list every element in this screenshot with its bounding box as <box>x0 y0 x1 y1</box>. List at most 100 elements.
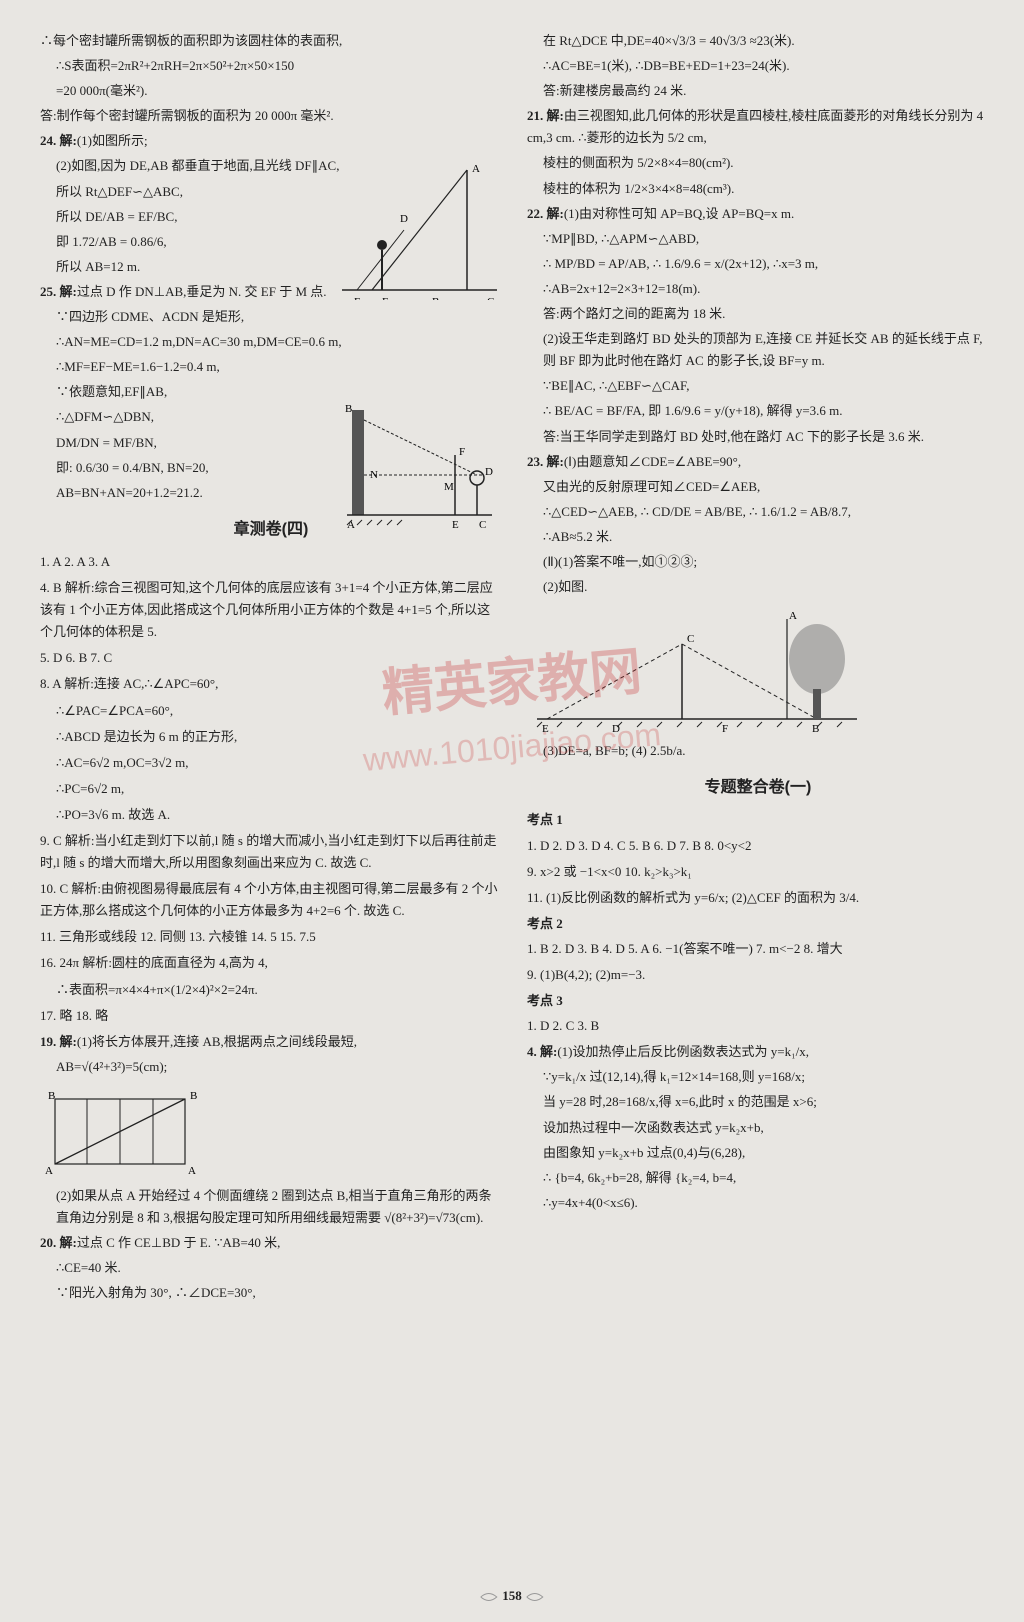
left-prelude-2: =20 000π(毫米²). <box>40 80 502 102</box>
q22-line-6: ∵BE∥AC, ∴△EBF∽△CAF, <box>527 375 989 397</box>
ans-g1-11: 11. 三角形或线段 12. 同侧 13. 六棱锥 14. 5 15. 7.5 <box>40 926 502 948</box>
q22-line-1: ∵MP∥BD, ∴△APM∽△ABD, <box>527 228 989 250</box>
rq4-label: 4. 解:(1)设加热停止后反比例函数表达式为 y=k₁/x, <box>527 1041 989 1063</box>
svg-text:E: E <box>354 296 361 300</box>
svg-text:B: B <box>812 723 819 734</box>
svg-text:N: N <box>370 469 378 481</box>
ans-g1-6: ∴AC=6√2 m,OC=3√2 m, <box>40 752 502 774</box>
svg-text:F: F <box>459 446 465 458</box>
q23-label: 23. 解:(Ⅰ)由题意知∠CDE=∠ABE=90°, <box>527 451 989 473</box>
q21-line-2: 棱柱的体积为 1/2×3×4×8=48(cm³). <box>527 178 989 200</box>
svg-text:A: A <box>789 610 797 622</box>
page-content: ∴每个密封罐所需钢板的面积即为该圆柱体的表面积, ∴S表面积=2πR²+2πRH… <box>0 0 1024 1572</box>
svg-text:C: C <box>687 633 694 645</box>
svg-text:A: A <box>188 1165 196 1177</box>
ans-g1-13: ∴表面积=π×4×4+π×(1/2×4)²×2=24π. <box>40 979 502 1001</box>
svg-text:B: B <box>345 403 352 415</box>
q23-line-4: (Ⅱ)(1)答案不唯一,如①②③; <box>527 551 989 573</box>
ans-g1-14: 17. 略 18. 略 <box>40 1005 502 1027</box>
q23-line-2: ∴△CED∽△AEB, ∴ CD/DE = AB/BE, ∴ 1.6/1.2 =… <box>527 501 989 523</box>
svg-text:F: F <box>722 723 728 734</box>
ans-g1-2: 5. D 6. B 7. C <box>40 647 502 669</box>
point1-label: 考点 1 <box>527 809 989 831</box>
ans-g1-3: 8. A 解析:连接 AC,∴∠APC=60°, <box>40 673 502 695</box>
p2-1: 9. (1)B(4,2); (2)m=−3. <box>527 964 989 986</box>
svg-text:D: D <box>400 213 408 225</box>
q25-line-2: ∴AN=ME=CD=1.2 m,DN=AC=30 m,DM=CE=0.6 m, <box>40 331 502 353</box>
topic-title: 专题整合卷(一) <box>527 774 989 801</box>
p1-2: 11. (1)反比例函数的解析式为 y=6/x; (2)△CEF 的面积为 3/… <box>527 887 989 909</box>
svg-text:C: C <box>479 519 486 530</box>
left-prelude-0: ∴每个密封罐所需钢板的面积即为该圆柱体的表面积, <box>40 30 502 52</box>
left-prelude-1: ∴S表面积=2πR²+2πRH=2π×50²+2π×50×150 <box>40 55 502 77</box>
ans-g1-1: 4. B 解析:综合三视图可知,这个几何体的底层应该有 3+1=4 个小正方体,… <box>40 577 502 643</box>
ans-g1-9: 9. C 解析:当小红走到灯下以前,l 随 s 的增大而减小,当小红走到灯下以后… <box>40 830 502 874</box>
page-ornament-right <box>525 1588 545 1606</box>
rq4-line-1: ∵y=k₁/x 过(12,14),得 k₁=12×14=168,则 y=168/… <box>527 1066 989 1088</box>
svg-text:F: F <box>382 296 388 300</box>
svg-text:B: B <box>432 296 439 300</box>
svg-text:E: E <box>542 723 549 734</box>
q19-line-1: AB=√(4²+3²)=5(cm); <box>40 1056 502 1078</box>
q21-label: 21. 解:由三视图知,此几何体的形状是直四棱柱,棱柱底面菱形的对角线长分别为 … <box>527 105 989 149</box>
q23-line-5: (2)如图. <box>527 576 989 598</box>
q20-line-2: ∵阳光入射角为 30°, ∴∠DCE=30°, <box>40 1282 502 1304</box>
svg-text:B: B <box>190 1090 197 1102</box>
q22-line-4: 答:两个路灯之间的距离为 18 米. <box>527 303 989 325</box>
svg-text:A: A <box>472 163 480 175</box>
ans-g1-5: ∴ABCD 是边长为 6 m 的正方形, <box>40 726 502 748</box>
q22-line-7: ∴ BE/AC = BF/FA, 即 1.6/9.6 = y/(y+18), 解… <box>527 400 989 422</box>
p2-0: 1. B 2. D 3. B 4. D 5. A 6. −1(答案不唯一) 7.… <box>527 938 989 960</box>
q22-line-3: ∴AB=2x+12=2×3+12=18(m). <box>527 278 989 300</box>
ans-g1-4: ∴∠PAC=∠PCA=60°, <box>40 700 502 722</box>
svg-text:D: D <box>485 466 493 478</box>
q19-label: 19. 解:(1)将长方体展开,连接 AB,根据两点之间线段最短, <box>40 1031 502 1053</box>
rq4-line-2: 当 y=28 时,28=168/x,得 x=6,此时 x 的范围是 x>6; <box>527 1091 989 1113</box>
ans-g1-10: 10. C 解析:由俯视图易得最底层有 4 个小方体,由主视图可得,第二层最多有… <box>40 878 502 922</box>
q21-line-1: 棱柱的侧面积为 5/2×8×4=80(cm²). <box>527 152 989 174</box>
q20-line-1: ∴CE=40 米. <box>40 1257 502 1279</box>
q23-line-6: (3)DE=a, BF=b; (4) 2.5b/a. <box>527 740 989 762</box>
q22-label: 22. 解:(1)由对称性可知 AP=BQ,设 AP=BQ=x m. <box>527 203 989 225</box>
q24-label: 24. 解:(1)如图所示; <box>40 130 502 152</box>
ans-g1-7: ∴PC=6√2 m, <box>40 778 502 800</box>
point2-label: 考点 2 <box>527 913 989 935</box>
left-prelude-3: 答:制作每个密封罐所需钢板的面积为 20 000π 毫米². <box>40 105 502 127</box>
svg-text:E: E <box>452 519 459 530</box>
q19-line-2: (2)如果从点 A 开始经过 4 个侧面缠绕 2 圈到达点 B,相当于直角三角形… <box>40 1185 502 1229</box>
svg-text:A: A <box>45 1165 53 1177</box>
diagram-q19: B B A A <box>40 1084 502 1179</box>
q25-line-1: ∵四边形 CDME、ACDN 是矩形, <box>40 306 502 328</box>
diagram-q25: B N A M F D E C <box>337 400 497 530</box>
rq4-line-5: ∴ {b=4, 6k₂+b=28, 解得 {k₂=4, b=4, <box>527 1167 989 1189</box>
p1-1: 9. x>2 或 −1<x<0 10. k₂>k₃>k₁ <box>527 861 989 883</box>
q23-line-1: 又由光的反射原理可知∠CED=∠AEB, <box>527 476 989 498</box>
svg-text:C: C <box>487 296 494 300</box>
q23-line-3: ∴AB≈5.2 米. <box>527 526 989 548</box>
page-ornament-left <box>479 1588 499 1606</box>
rq4-line-4: 由图象知 y=k₂x+b 过点(0,4)与(6,28), <box>527 1142 989 1164</box>
right-prelude-0: 在 Rt△DCE 中,DE=40×√3/3 = 40√3/3 ≈23(米). <box>527 30 989 52</box>
right-column: 在 Rt△DCE 中,DE=40×√3/3 = 40√3/3 ≈23(米). ∴… <box>527 30 989 1552</box>
q25-line-3: ∴MF=EF−ME=1.6−1.2=0.4 m, <box>40 356 502 378</box>
ans-g1-8: ∴PO=3√6 m. 故选 A. <box>40 804 502 826</box>
right-prelude-1: ∴AC=BE=1(米), ∴DB=BE+ED=1+23=24(米). <box>527 55 989 77</box>
p1-0: 1. D 2. D 3. D 4. C 5. B 6. D 7. B 8. 0<… <box>527 835 989 857</box>
right-prelude-2: 答:新建楼房最高约 24 米. <box>527 80 989 102</box>
q22-line-5: (2)设王华走到路灯 BD 处头的顶部为 E,连接 CE 并延长交 AB 的延长… <box>527 328 989 372</box>
rq4-line-3: 设加热过程中一次函数表达式 y=k₂x+b, <box>527 1117 989 1139</box>
q22-line-2: ∴ MP/BD = AP/AB, ∴ 1.6/9.6 = x/(2x+12), … <box>527 253 989 275</box>
page-number: 158 <box>451 1585 574 1607</box>
q22-line-8: 答:当王华同学走到路灯 BD 处时,他在路灯 AC 下的影子长是 3.6 米. <box>527 426 989 448</box>
svg-text:B: B <box>48 1090 55 1102</box>
diagram-q24: A D E F B C <box>332 160 502 300</box>
ans-g1-0: 1. A 2. A 3. A <box>40 551 502 573</box>
diagram-q23: A C E D F B <box>527 604 989 734</box>
ans-g1-12: 16. 24π 解析:圆柱的底面直径为 4,高为 4, <box>40 952 502 974</box>
rq4-line-6: ∴y=4x+4(0<x≤6). <box>527 1192 989 1214</box>
point3-label: 考点 3 <box>527 990 989 1012</box>
left-column: ∴每个密封罐所需钢板的面积即为该圆柱体的表面积, ∴S表面积=2πR²+2πRH… <box>40 30 502 1552</box>
svg-text:M: M <box>444 481 454 493</box>
p3-0: 1. D 2. C 3. B <box>527 1015 989 1037</box>
q20-label: 20. 解:过点 C 作 CE⊥BD 于 E. ∵AB=40 米, <box>40 1232 502 1254</box>
